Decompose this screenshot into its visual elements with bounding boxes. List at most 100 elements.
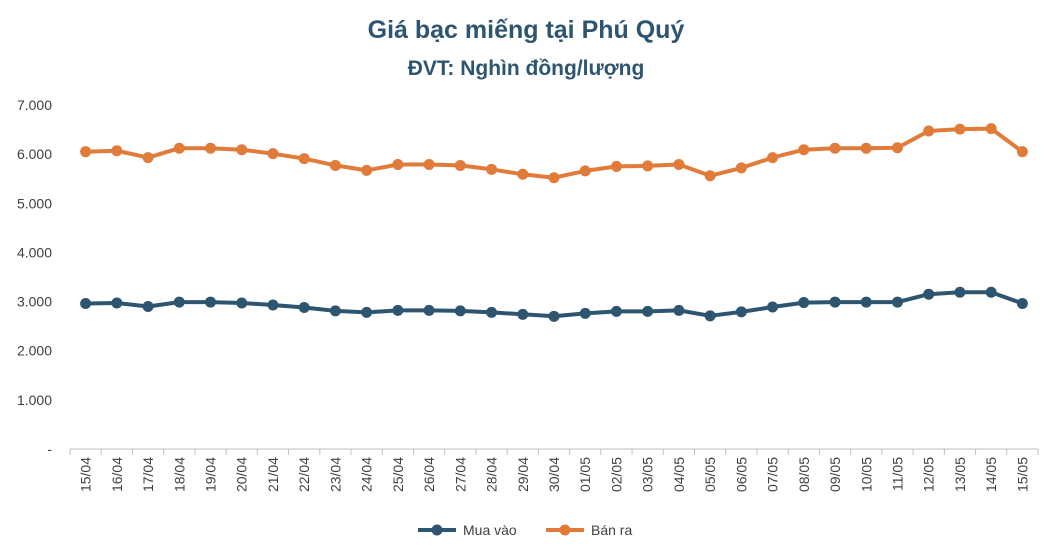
data-point-ban-ra: [267, 148, 279, 160]
x-tick-label: 12/05: [921, 457, 937, 492]
y-tick-label: 7.000: [17, 97, 52, 113]
x-tick-label: 06/05: [733, 457, 749, 492]
data-point-mua-vao: [548, 310, 560, 322]
data-point-mua-vao: [236, 297, 248, 309]
series-line-ban-ra: [83, 126, 1025, 180]
data-point-mua-vao: [704, 310, 716, 322]
data-point-ban-ra: [454, 159, 466, 171]
data-point-ban-ra: [704, 170, 716, 182]
x-tick-label: 11/05: [889, 457, 905, 491]
data-point-ban-ra: [205, 142, 217, 154]
data-point-ban-ra: [767, 152, 779, 164]
x-tick-label: 09/05: [827, 457, 843, 492]
data-point-mua-vao: [80, 298, 92, 310]
data-point-mua-vao: [860, 296, 872, 308]
data-point-mua-vao: [579, 307, 591, 319]
x-tick-label: 20/04: [234, 457, 250, 492]
data-point-mua-vao: [735, 306, 747, 318]
data-point-ban-ra: [486, 163, 498, 175]
x-tick-label: 10/05: [858, 457, 874, 492]
x-tick-label: 23/04: [327, 457, 343, 492]
data-point-mua-vao: [486, 306, 498, 318]
x-tick-label: 05/05: [702, 457, 718, 492]
data-point-mua-vao: [111, 297, 123, 309]
y-tick-label: 5.000: [17, 195, 52, 211]
data-point-ban-ra: [236, 144, 248, 156]
data-point-ban-ra: [642, 160, 654, 172]
x-tick-label: 13/05: [952, 457, 968, 492]
data-point-mua-vao: [954, 286, 966, 298]
data-point-mua-vao: [423, 304, 435, 316]
chart-subtitle: ĐVT: Nghìn đồng/lượng: [408, 57, 645, 80]
data-point-mua-vao: [1016, 298, 1028, 310]
x-tick-label: 28/04: [484, 457, 500, 492]
legend-item-ban-ra: Bán ra: [546, 522, 632, 538]
data-point-ban-ra: [860, 142, 872, 154]
legend-label-ban-ra: Bán ra: [591, 522, 632, 538]
data-point-mua-vao: [610, 305, 622, 317]
legend-marker-ban-ra: [559, 524, 571, 536]
data-point-mua-vao: [642, 305, 654, 317]
data-point-ban-ra: [423, 158, 435, 170]
data-point-ban-ra: [891, 142, 903, 154]
data-point-ban-ra: [735, 162, 747, 174]
data-point-ban-ra: [329, 159, 341, 171]
data-point-mua-vao: [767, 301, 779, 313]
x-tick-label: 14/05: [983, 457, 999, 492]
data-point-mua-vao: [454, 305, 466, 317]
data-point-ban-ra: [361, 164, 373, 176]
series-layer: [80, 123, 1028, 322]
x-tick-label: 01/05: [577, 457, 593, 492]
x-tick-label: 16/04: [109, 457, 125, 492]
data-point-mua-vao: [205, 296, 217, 308]
data-point-mua-vao: [361, 306, 373, 318]
data-point-ban-ra: [1016, 146, 1028, 158]
data-point-ban-ra: [610, 160, 622, 172]
chart-title: Giá bạc miếng tại Phú Quý: [368, 16, 685, 44]
y-tick-label: 3.000: [17, 294, 52, 310]
y-tick-label: 1.000: [17, 392, 52, 408]
x-tick-label: 22/04: [296, 457, 312, 492]
x-tick-label: 26/04: [421, 457, 437, 492]
data-point-mua-vao: [173, 296, 185, 308]
data-point-mua-vao: [923, 288, 935, 300]
data-point-mua-vao: [829, 296, 841, 308]
legend-label-mua-vao: Mua vào: [463, 522, 517, 538]
x-tick-label: 30/04: [546, 457, 562, 492]
data-point-mua-vao: [392, 304, 404, 316]
data-point-mua-vao: [298, 301, 310, 313]
data-point-ban-ra: [142, 152, 154, 164]
x-tick-label: 03/05: [640, 457, 656, 492]
x-tick-label: 04/05: [671, 457, 687, 492]
x-tick-label: 07/05: [765, 457, 781, 492]
legend-marker-mua-vao: [431, 524, 443, 536]
data-point-ban-ra: [923, 125, 935, 137]
data-point-ban-ra: [579, 165, 591, 177]
data-point-ban-ra: [298, 153, 310, 165]
data-point-ban-ra: [798, 144, 810, 156]
x-tick-label: 19/04: [203, 457, 219, 492]
legend: Mua vào Bán ra: [418, 522, 632, 538]
data-point-ban-ra: [517, 168, 529, 180]
y-tick-label: -: [47, 441, 52, 457]
data-point-ban-ra: [548, 172, 560, 184]
data-point-ban-ra: [985, 123, 997, 135]
data-point-ban-ra: [111, 145, 123, 157]
data-point-mua-vao: [891, 296, 903, 308]
x-tick-label: 24/04: [359, 457, 375, 492]
x-tick-label: 17/04: [140, 457, 156, 492]
x-tick-label: 27/04: [452, 457, 468, 492]
data-point-ban-ra: [673, 158, 685, 170]
data-point-mua-vao: [329, 305, 341, 317]
data-point-mua-vao: [517, 308, 529, 320]
y-tick-label: 2.000: [17, 343, 52, 359]
x-tick-label: 15/05: [1014, 457, 1030, 492]
x-tick-label: 21/04: [265, 457, 281, 492]
data-point-mua-vao: [673, 304, 685, 316]
data-point-ban-ra: [829, 142, 841, 154]
x-tick-label: 15/04: [78, 457, 94, 492]
data-point-mua-vao: [985, 286, 997, 298]
data-point-ban-ra: [392, 158, 404, 170]
y-tick-label: 4.000: [17, 244, 52, 260]
